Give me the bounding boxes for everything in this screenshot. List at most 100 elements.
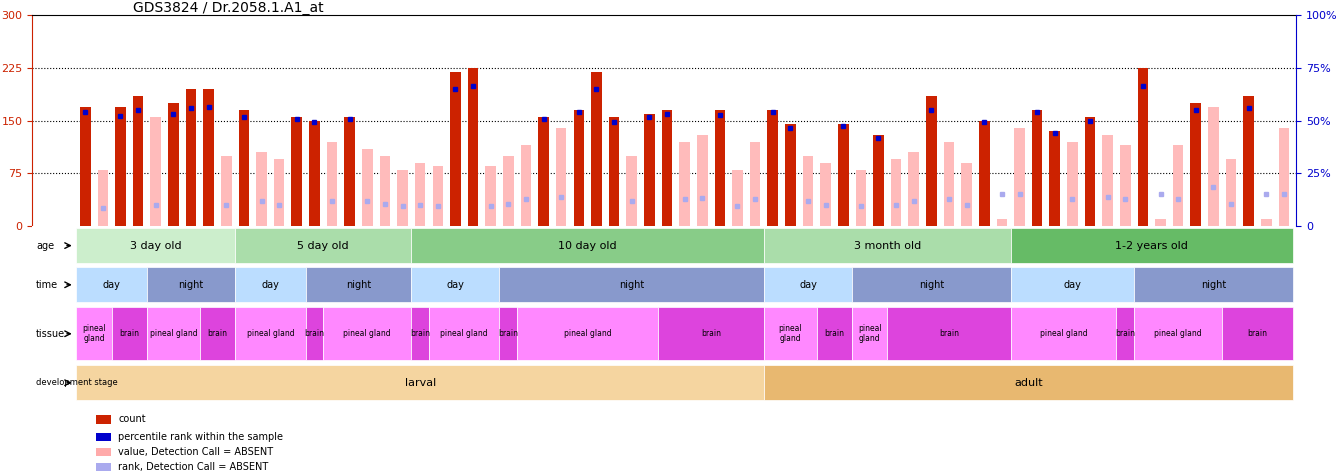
Bar — [852, 307, 888, 360]
Bar — [236, 267, 305, 302]
Bar — [1117, 307, 1134, 360]
Bar — [979, 121, 990, 226]
Text: pineal gland: pineal gland — [564, 329, 612, 338]
Bar — [750, 142, 761, 226]
Bar — [609, 117, 620, 226]
Text: brain: brain — [208, 329, 228, 338]
Bar — [644, 114, 655, 226]
Bar — [115, 107, 126, 226]
Bar — [305, 267, 411, 302]
Bar — [817, 307, 852, 360]
Bar — [432, 166, 443, 226]
Bar — [661, 110, 672, 226]
Bar — [802, 156, 813, 226]
Bar — [1244, 96, 1253, 226]
Bar — [785, 124, 795, 226]
Bar — [200, 307, 236, 360]
Bar — [765, 267, 852, 302]
Bar — [590, 72, 601, 226]
Bar — [1011, 267, 1134, 302]
Bar — [1279, 128, 1289, 226]
Bar — [76, 307, 111, 360]
Bar — [133, 96, 143, 226]
Bar — [467, 68, 478, 226]
Bar — [1050, 131, 1060, 226]
Text: adult: adult — [1014, 378, 1043, 388]
Bar — [821, 163, 832, 226]
Bar — [327, 142, 337, 226]
Bar — [76, 267, 147, 302]
Text: day: day — [103, 280, 121, 290]
Bar — [150, 117, 161, 226]
Bar — [221, 156, 232, 226]
Bar — [765, 307, 817, 360]
Bar — [428, 307, 499, 360]
Bar — [659, 307, 765, 360]
Bar — [236, 307, 305, 360]
Bar — [76, 228, 236, 263]
Bar — [679, 142, 690, 226]
Bar — [852, 267, 1011, 302]
Text: count: count — [118, 414, 146, 425]
Bar — [411, 307, 428, 360]
Bar — [169, 103, 178, 226]
Text: brain: brain — [1115, 329, 1135, 338]
Text: night: night — [619, 280, 644, 290]
Bar — [873, 135, 884, 226]
Bar — [292, 117, 303, 226]
Bar — [186, 89, 197, 226]
Bar — [1085, 117, 1095, 226]
Text: pineal gland: pineal gland — [441, 329, 487, 338]
Bar — [1067, 142, 1078, 226]
Bar — [1011, 307, 1117, 360]
Bar — [944, 142, 955, 226]
Bar — [517, 307, 659, 360]
Text: pineal gland: pineal gland — [1040, 329, 1087, 338]
Bar — [274, 159, 284, 226]
Bar — [927, 96, 937, 226]
Bar — [521, 145, 532, 226]
Text: rank, Detection Call = ABSENT: rank, Detection Call = ABSENT — [118, 462, 269, 472]
Text: day: day — [261, 280, 280, 290]
Bar — [765, 228, 1011, 263]
Text: development stage: development stage — [36, 378, 118, 387]
Bar — [1156, 219, 1166, 226]
Bar — [95, 447, 111, 456]
Text: 3 day old: 3 day old — [130, 241, 182, 251]
Bar — [486, 166, 495, 226]
Text: pineal
gland: pineal gland — [778, 324, 802, 344]
Text: night: night — [345, 280, 371, 290]
Bar — [236, 228, 411, 263]
Bar — [1011, 228, 1292, 263]
Bar — [411, 267, 499, 302]
Bar — [1032, 110, 1043, 226]
Bar — [98, 170, 108, 226]
Bar — [76, 365, 765, 401]
Text: 3 month old: 3 month old — [854, 241, 921, 251]
Bar — [450, 72, 461, 226]
Bar — [95, 432, 111, 441]
Bar — [1014, 128, 1024, 226]
Bar — [1261, 219, 1272, 226]
Text: brain: brain — [410, 329, 430, 338]
Text: pineal gland: pineal gland — [1154, 329, 1202, 338]
Bar — [556, 128, 566, 226]
Text: GDS3824 / Dr.2058.1.A1_at: GDS3824 / Dr.2058.1.A1_at — [134, 1, 324, 15]
Text: pineal gland: pineal gland — [344, 329, 391, 338]
Bar — [503, 156, 514, 226]
Text: day: day — [446, 280, 465, 290]
Text: pineal gland: pineal gland — [246, 329, 295, 338]
Bar — [147, 307, 200, 360]
Bar — [1134, 307, 1223, 360]
Text: pineal gland: pineal gland — [150, 329, 197, 338]
Bar — [256, 152, 266, 226]
Bar — [362, 149, 372, 226]
Bar — [732, 170, 743, 226]
Text: pineal
gland: pineal gland — [858, 324, 881, 344]
Text: tissue: tissue — [36, 329, 66, 339]
Text: night: night — [919, 280, 944, 290]
Bar — [80, 107, 91, 226]
Bar — [323, 307, 411, 360]
Bar — [411, 228, 765, 263]
Bar — [499, 307, 517, 360]
